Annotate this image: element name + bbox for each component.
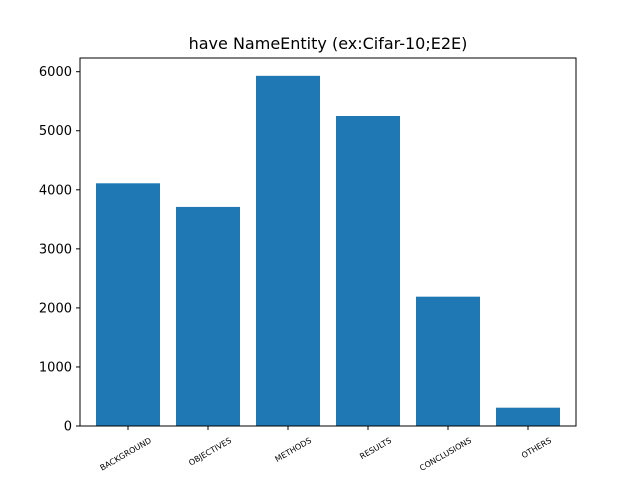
y-tick-label: 0 bbox=[64, 420, 72, 435]
y-tick-label: 6000 bbox=[39, 65, 72, 80]
y-tick-label: 4000 bbox=[39, 183, 72, 198]
y-tick-label: 5000 bbox=[39, 124, 72, 139]
bar-conclusions bbox=[416, 296, 480, 426]
bar-results bbox=[336, 115, 400, 427]
bars-group bbox=[96, 75, 560, 427]
plot-frame bbox=[79, 57, 577, 427]
x-axis: BACKGROUND OBJECTIVES METHODS RESULTS CONCLU… bbox=[99, 426, 553, 473]
x-tick-label: CONCLUSIONS bbox=[418, 436, 473, 473]
x-tick-label: METHODS bbox=[274, 436, 313, 464]
y-axis: 0 1000 2000 3000 4000 5000 6000 bbox=[39, 65, 80, 435]
bar-others bbox=[496, 407, 560, 426]
x-tick-label: OTHERS bbox=[520, 436, 553, 460]
x-tick-label: BACKGROUND bbox=[99, 436, 153, 473]
x-tick-label: OBJECTIVES bbox=[187, 436, 233, 468]
y-tick-label: 3000 bbox=[39, 242, 72, 257]
bar-methods bbox=[256, 75, 320, 426]
y-tick-label: 2000 bbox=[39, 301, 72, 316]
bar-background bbox=[96, 183, 160, 426]
bar-objectives bbox=[176, 206, 240, 426]
x-tick-label: RESULTS bbox=[358, 436, 393, 461]
chart-title: have NameEntity (ex:Cifar-10;E2E) bbox=[189, 34, 468, 53]
y-tick-label: 1000 bbox=[39, 360, 72, 375]
